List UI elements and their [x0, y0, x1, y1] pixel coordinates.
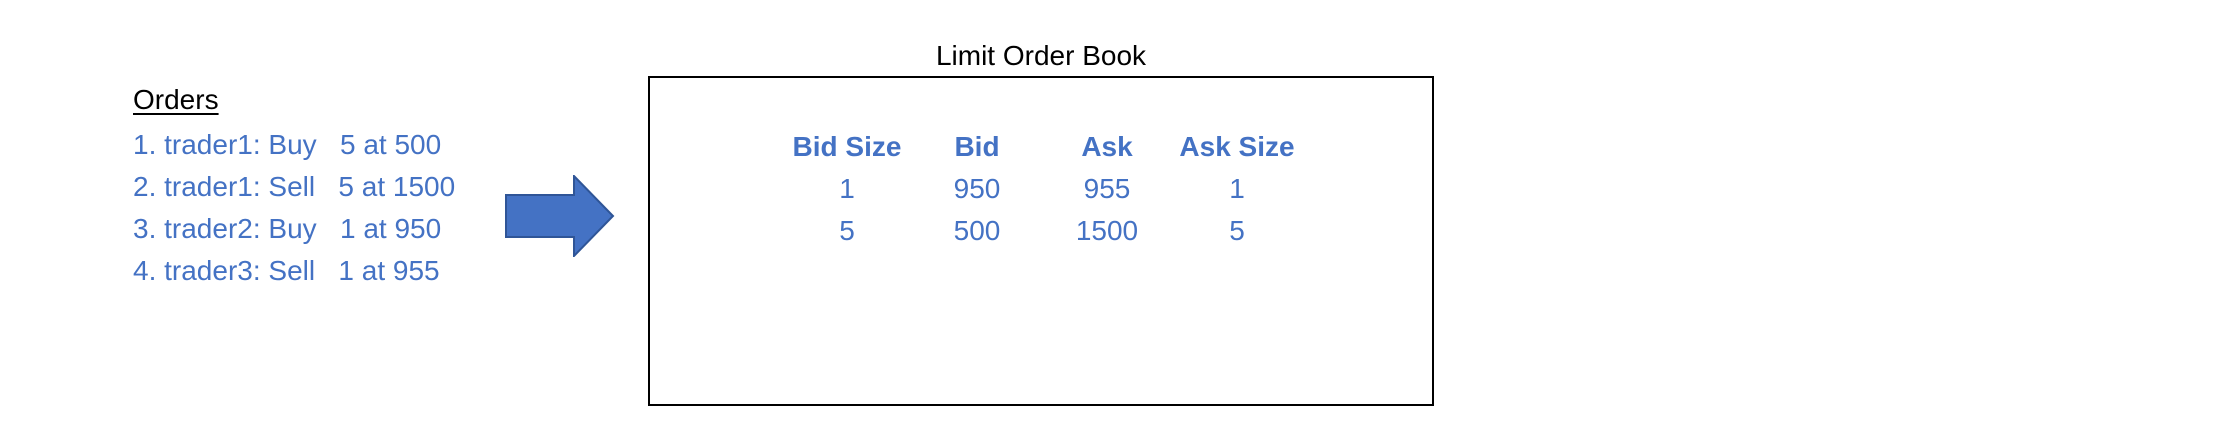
order-item-2: 2. trader1: Sell 5 at 1500 [133, 171, 456, 202]
order-book-box: Bid Size Bid Ask Ask Size 1 950 955 1 5 … [648, 76, 1434, 406]
right-arrow-icon [505, 175, 615, 257]
cell-ask-size: 5 [1229, 215, 1245, 246]
orders-title: Orders [133, 84, 219, 115]
order-item-4: 4. trader3: Sell 1 at 955 [133, 255, 440, 286]
header-bid: Bid [954, 131, 1000, 162]
cell-bid-size: 5 [839, 215, 855, 246]
cell-bid: 500 [953, 215, 1001, 246]
order-book-header-row: Bid Size Bid Ask Ask Size [782, 126, 1302, 168]
cell-ask: 1500 [1075, 215, 1139, 246]
cell-bid: 950 [953, 173, 1001, 204]
arrow-shape [505, 175, 615, 257]
header-ask: Ask [1081, 131, 1133, 162]
order-book-table: Bid Size Bid Ask Ask Size 1 950 955 1 5 … [782, 126, 1302, 252]
cell-ask: 955 [1083, 173, 1131, 204]
table-row: 5 500 1500 5 [782, 210, 1302, 252]
order-item-1: 1. trader1: Buy 5 at 500 [133, 129, 442, 160]
table-row: 1 950 955 1 [782, 168, 1302, 210]
header-bid-size: Bid Size [792, 131, 902, 162]
order-book-title: Limit Order Book [935, 40, 1147, 71]
cell-bid-size: 1 [839, 173, 855, 204]
order-item-3: 3. trader2: Buy 1 at 950 [133, 213, 442, 244]
cell-ask-size: 1 [1229, 173, 1245, 204]
orders-panel: Orders 1. trader1: Buy 5 at 500 2. trade… [133, 82, 513, 292]
header-ask-size: Ask Size [1179, 131, 1295, 162]
order-list: 1. trader1: Buy 5 at 500 2. trader1: Sel… [133, 124, 513, 292]
